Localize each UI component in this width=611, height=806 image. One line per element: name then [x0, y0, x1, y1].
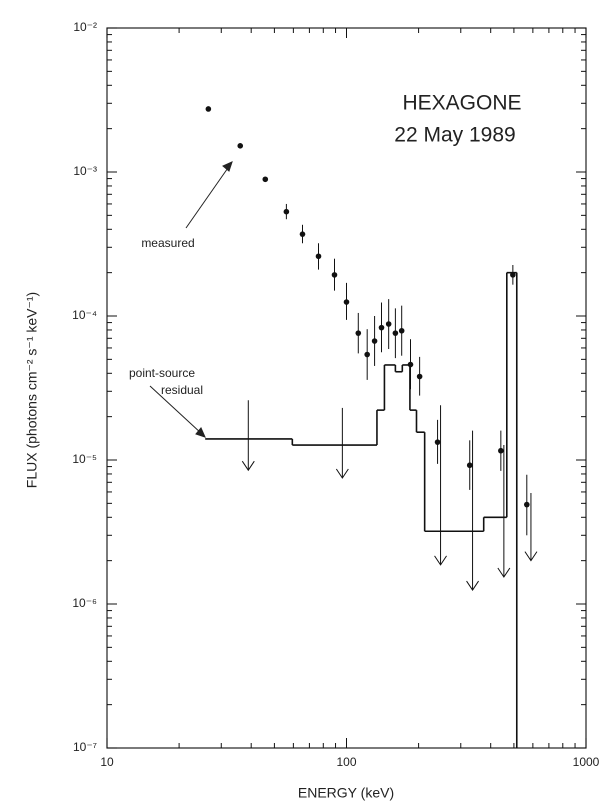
data-point — [299, 231, 306, 237]
data-point — [262, 176, 269, 183]
upper-limit-arrowhead — [497, 567, 511, 578]
data-point — [315, 253, 322, 260]
annotation: 22 May 1989 — [394, 124, 515, 147]
data-point — [510, 272, 516, 278]
upper-limit-arrowhead — [241, 460, 255, 472]
annotation: point-source — [129, 366, 195, 380]
upper-limit-arrowhead — [466, 580, 479, 591]
x-tick-label: 100 — [336, 755, 356, 769]
data-point — [364, 351, 370, 358]
y-tick-label: 10⁻⁷ — [73, 740, 97, 754]
data-point — [416, 373, 423, 380]
data-point — [205, 106, 212, 112]
y-tick-label: 10⁻⁶ — [72, 596, 97, 610]
data-point — [523, 501, 530, 508]
data-point — [283, 208, 290, 215]
arrow — [149, 385, 203, 435]
annotation: measured — [141, 236, 194, 250]
data-point — [434, 439, 441, 445]
data-point — [371, 338, 378, 344]
annotation: residual — [161, 383, 203, 397]
data-point — [237, 143, 244, 149]
data-point — [331, 272, 338, 278]
upper-limit-arrowhead — [335, 468, 349, 479]
x-tick-label: 10 — [100, 755, 114, 769]
upper-limit-arrowhead — [434, 555, 447, 566]
data-point — [343, 299, 350, 305]
data-point — [378, 324, 385, 331]
data-point — [398, 327, 405, 334]
y-tick-label: 10⁻³ — [73, 164, 97, 178]
upper-limit-arrowhead — [524, 551, 538, 562]
data-point — [407, 361, 414, 368]
annotation-arrows — [149, 161, 233, 438]
data-point — [392, 330, 399, 336]
arrow-head — [222, 161, 233, 172]
y-tick-label: 10⁻² — [73, 20, 97, 34]
annotation: HEXAGONE — [402, 92, 521, 115]
data-point — [355, 330, 362, 336]
data-point — [385, 321, 392, 327]
data-point — [466, 462, 473, 469]
x-axis-label: ENERGY (keV) — [298, 785, 394, 801]
arrow-head — [195, 427, 206, 438]
y-axis-label: FLUX (photons cm⁻² s⁻¹ keV⁻¹) — [24, 292, 40, 488]
y-tick-label: 10⁻⁵ — [72, 452, 97, 466]
y-tick-label: 10⁻⁴ — [72, 308, 97, 322]
x-tick-label: 1000 — [573, 755, 600, 769]
arrow — [185, 164, 231, 229]
data-point — [498, 447, 504, 454]
